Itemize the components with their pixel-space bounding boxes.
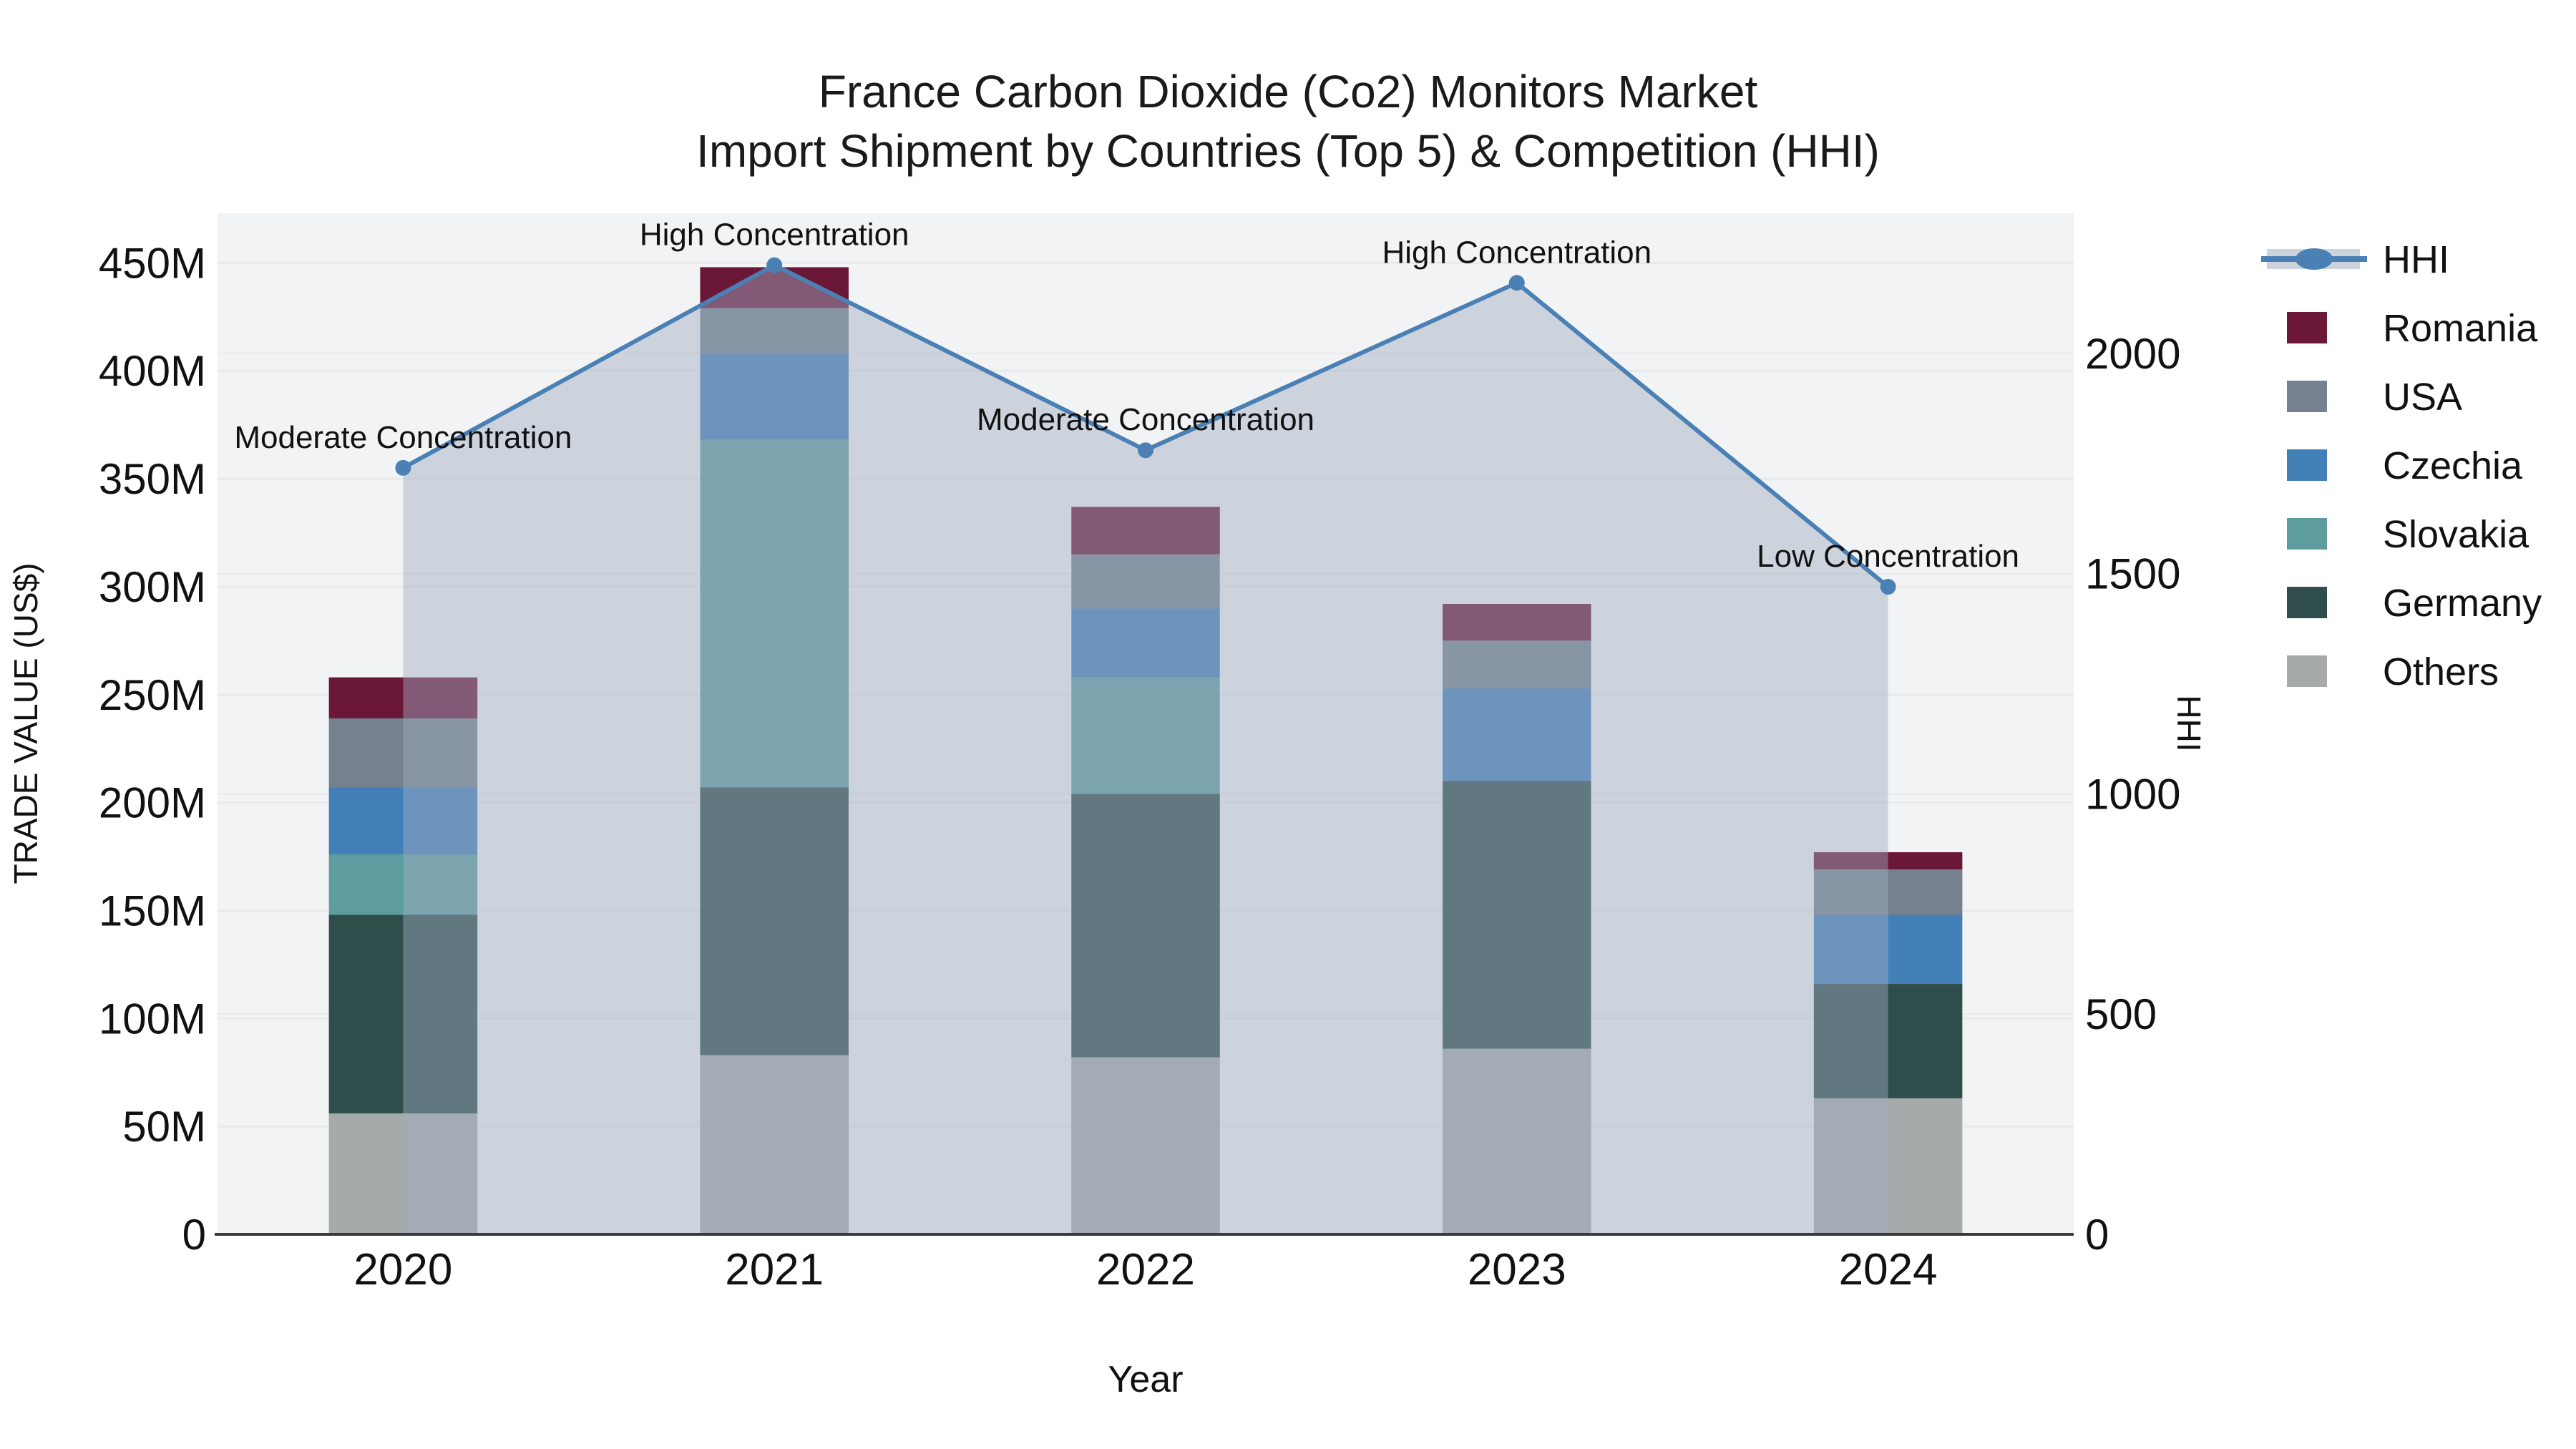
legend-swatch-germany [2287, 587, 2327, 618]
y-right-tick-0: 0 [2085, 1211, 2109, 1259]
bar-segment-2021-germany [700, 787, 849, 1055]
chart-title-line2: Import Shipment by Countries (Top 5) & C… [696, 125, 1880, 177]
x-tick-2020: 2020 [353, 1245, 452, 1294]
annotation-2024: Low Concentration [1757, 539, 2019, 574]
annotation-2020: Moderate Concentration [234, 420, 572, 455]
bar-segment-2021-slovakia [700, 439, 849, 788]
bar-segment-2024-czechia [1813, 914, 1963, 985]
bar-segment-2020-czechia [328, 787, 478, 855]
bar-segment-2020-slovakia [328, 854, 478, 915]
y-left-tick-350M: 350M [99, 455, 206, 503]
bar-segment-2021-others [700, 1055, 849, 1234]
legend-label-usa: USA [2383, 376, 2462, 419]
bar-segment-2020-others [328, 1113, 478, 1234]
bar-segment-2022-romania [1071, 507, 1220, 555]
stacked-bars [328, 267, 1963, 1234]
hhi-marker-2024 [1880, 579, 1896, 595]
annotation-2021: High Concentration [640, 218, 909, 253]
y-right-tick-500: 500 [2085, 990, 2157, 1038]
y-left-axis-title: TRADE VALUE (US$) [7, 562, 44, 884]
y-left-tick-400M: 400M [99, 347, 206, 395]
bar-segment-2024-others [1813, 1098, 1963, 1234]
legend: HHI Romania USA Czechia Slovakia Germany Other… [2261, 238, 2542, 693]
bar-segment-2022-germany [1071, 794, 1220, 1058]
bar-segment-2023-germany [1443, 781, 1591, 1049]
hhi-marker-sample [2296, 248, 2333, 270]
hhi-marker-2020 [395, 459, 411, 476]
legend-item-others: Others [2287, 650, 2499, 693]
x-tick-2023: 2023 [1468, 1245, 1566, 1294]
legend-item-romania: Romania [2287, 307, 2538, 350]
bar-segment-2022-usa [1071, 554, 1220, 609]
annotations: Moderate Concentration High Concentration… [234, 218, 2019, 574]
legend-swatch-others [2287, 655, 2327, 687]
legend-item-hhi: HHI [2261, 238, 2449, 281]
y-right-tick-labels: 0 500 1000 1500 2000 [2085, 330, 2180, 1259]
x-tick-2024: 2024 [1839, 1245, 1938, 1294]
y-right-tick-2000: 2000 [2085, 330, 2180, 378]
x-axis-title: Year [1108, 1359, 1183, 1400]
hhi-area-fill [403, 265, 1888, 1235]
hhi-markers [395, 257, 1896, 595]
y-right-tick-1500: 1500 [2085, 550, 2180, 598]
hhi-marker-2021 [766, 257, 783, 273]
y-left-tick-450M: 450M [99, 239, 206, 287]
x-tick-2022: 2022 [1096, 1245, 1195, 1294]
y-left-tick-200M: 200M [99, 779, 206, 827]
legend-item-czechia: Czechia [2287, 444, 2523, 487]
bar-segment-2020-romania [328, 677, 478, 718]
bar-segment-2020-usa [328, 718, 478, 788]
legend-swatch-usa [2287, 381, 2327, 412]
y-left-tick-labels: 0 50M 100M 150M 200M 250M 300M 350M 400M 450M [99, 239, 206, 1259]
bar-segment-2024-usa [1813, 869, 1963, 915]
y-left-tick-0: 0 [182, 1211, 206, 1259]
bar-segment-2020-germany [328, 914, 478, 1114]
legend-swatch-slovakia [2287, 518, 2327, 550]
x-tick-2021: 2021 [725, 1245, 824, 1294]
legend-label-germany: Germany [2383, 582, 2542, 625]
y-right-tick-1000: 1000 [2085, 770, 2180, 818]
bar-segment-2023-romania [1443, 604, 1591, 641]
bar-segment-2021-czechia [700, 353, 849, 440]
hhi-marker-2023 [1508, 275, 1525, 291]
legend-item-usa: USA [2287, 376, 2462, 419]
legend-item-slovakia: Slovakia [2287, 513, 2529, 556]
bar-segment-2023-usa [1443, 640, 1591, 688]
annotation-2022: Moderate Concentration [977, 402, 1314, 437]
bar-segment-2022-others [1071, 1057, 1220, 1234]
bar-segment-2023-czechia [1443, 688, 1591, 781]
bar-segment-2024-germany [1813, 984, 1963, 1098]
legend-label-hhi: HHI [2383, 238, 2449, 281]
x-tick-labels: 2020 2021 2022 2023 2024 [353, 1245, 1937, 1294]
bar-segment-2024-romania [1813, 852, 1963, 870]
hhi-marker-2022 [1138, 442, 1153, 459]
legend-label-czechia: Czechia [2383, 444, 2523, 487]
bar-segment-2022-czechia [1071, 608, 1220, 678]
bar-segment-2021-usa [700, 308, 849, 354]
legend-label-slovakia: Slovakia [2383, 513, 2529, 556]
bar-segment-2022-slovakia [1071, 677, 1220, 794]
legend-item-germany: Germany [2287, 582, 2542, 625]
y-left-tick-50M: 50M [122, 1103, 206, 1151]
legend-swatch-romania [2287, 312, 2327, 343]
y-left-tick-100M: 100M [99, 995, 206, 1043]
chart-title-line1: France Carbon Dioxide (Co2) Monitors Mar… [819, 66, 1758, 117]
annotation-2023: High Concentration [1382, 235, 1652, 270]
y-left-tick-250M: 250M [99, 671, 206, 719]
legend-label-romania: Romania [2383, 307, 2538, 350]
y-left-tick-300M: 300M [99, 563, 206, 611]
hhi-area [403, 265, 1888, 1235]
y-left-tick-150M: 150M [99, 887, 206, 935]
y-right-axis-title: HHI [2170, 695, 2207, 751]
legend-swatch-czechia [2287, 449, 2327, 481]
legend-label-others: Others [2383, 650, 2499, 693]
bar-segment-2023-others [1443, 1048, 1591, 1234]
